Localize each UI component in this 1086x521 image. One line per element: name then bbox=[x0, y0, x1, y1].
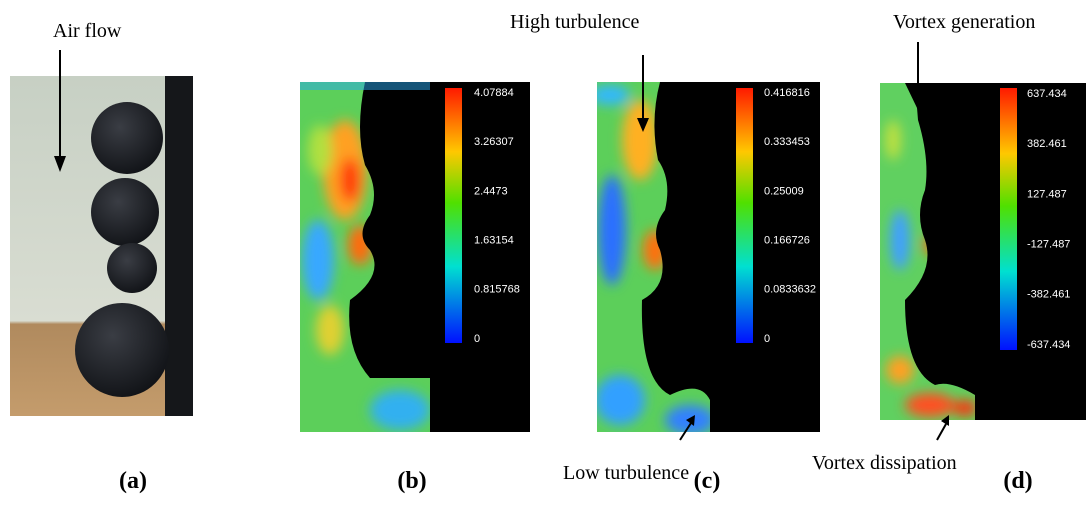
colorbar bbox=[736, 88, 753, 343]
colorbar-label: 0.333453 bbox=[764, 136, 810, 148]
colorbar-label: 0 bbox=[474, 333, 480, 345]
colorbar-label: 0.166726 bbox=[764, 235, 810, 247]
annotation: Low turbulence bbox=[563, 462, 689, 484]
colorbar-label: 2.4473 bbox=[474, 185, 508, 197]
colorbar-label: -382.461 bbox=[1027, 289, 1070, 301]
arrow-head bbox=[941, 415, 949, 426]
colorbar-label: -127.487 bbox=[1027, 239, 1070, 251]
arrow-head bbox=[686, 415, 695, 426]
colorbar-label: 0.815768 bbox=[474, 284, 520, 296]
colorbar-label: 0.416816 bbox=[764, 87, 810, 99]
colorbar-label: 637.434 bbox=[1027, 88, 1067, 100]
colorbar-label: 3.26307 bbox=[474, 136, 514, 148]
annotation: Vortex generation bbox=[893, 11, 1035, 33]
colorbar-label: -637.434 bbox=[1027, 339, 1070, 351]
panel-label: (d) bbox=[1003, 468, 1032, 494]
panel-label: (c) bbox=[694, 468, 721, 494]
annotation: Vortex dissipation bbox=[812, 452, 957, 474]
colorbar-label: 4.07884 bbox=[474, 87, 514, 99]
annotation: High turbulence bbox=[510, 11, 640, 33]
colorbar-label: 382.461 bbox=[1027, 138, 1067, 150]
annotation: Air flow bbox=[53, 20, 122, 42]
arrow-head bbox=[637, 118, 649, 132]
contour-field bbox=[300, 82, 440, 432]
colorbar-background bbox=[720, 82, 820, 432]
arrow-head bbox=[54, 156, 66, 172]
colorbar-label: 1.63154 bbox=[474, 235, 514, 247]
colorbar-label: 0.25009 bbox=[764, 185, 804, 197]
arrow bbox=[679, 422, 692, 441]
colorbar bbox=[445, 88, 462, 343]
colorbar-label: 127.487 bbox=[1027, 188, 1067, 200]
colorbar-label: 0 bbox=[764, 333, 770, 345]
colorbar bbox=[1000, 88, 1017, 350]
contour-field bbox=[880, 83, 985, 420]
panel-label: (a) bbox=[119, 468, 147, 494]
photo bbox=[10, 76, 193, 416]
arrow bbox=[936, 423, 947, 441]
colorbar-label: 0.0833632 bbox=[764, 284, 816, 296]
contour-field bbox=[597, 82, 720, 432]
panel-label: (b) bbox=[397, 468, 426, 494]
